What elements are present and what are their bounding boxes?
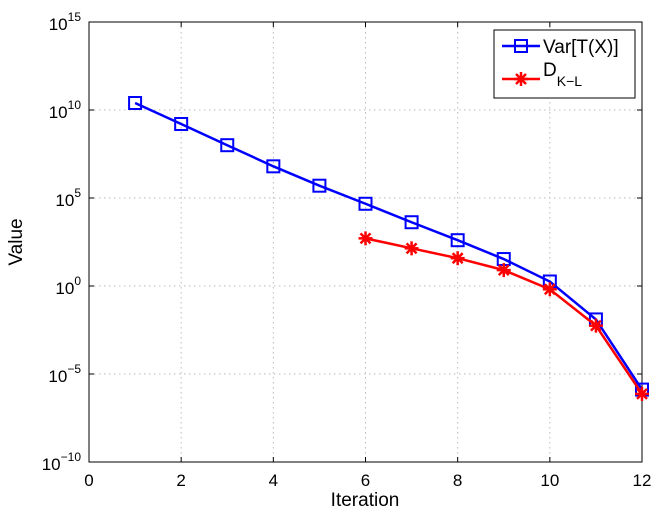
legend-marker-asterisk xyxy=(514,72,528,86)
series xyxy=(128,95,649,401)
data-point-square xyxy=(450,233,465,248)
asterisk-stroke xyxy=(497,264,510,276)
legend-label-dkl: DK−L xyxy=(543,60,582,89)
data-point-asterisk xyxy=(496,263,511,278)
data-point-square xyxy=(266,159,281,174)
x-axis-label: Iteration xyxy=(331,490,400,511)
data-point-square xyxy=(358,196,373,211)
asterisk-stroke xyxy=(543,283,556,296)
asterisk-stroke xyxy=(515,73,527,85)
x-tick-label: 4 xyxy=(269,471,278,490)
asterisk-stroke xyxy=(451,252,464,265)
data-point-square xyxy=(174,117,189,132)
data-point-asterisk xyxy=(588,318,603,333)
asterisk-stroke xyxy=(636,388,648,400)
x-tick-label: 10 xyxy=(540,471,559,490)
ticks: 0 2 4 6 8 10 12 1015 1010 105 100 10−5 10−10 xyxy=(42,10,652,490)
legend-marker-square xyxy=(514,39,528,53)
data-point-square xyxy=(312,178,327,193)
legend-box xyxy=(493,29,636,99)
x-tick-label: 12 xyxy=(633,471,652,490)
series-line-1 xyxy=(365,237,644,395)
data-point-asterisk xyxy=(358,231,373,246)
legend: Var[T(X)] DK−L xyxy=(493,29,636,99)
legend-asterisk xyxy=(514,72,528,86)
data-point-square xyxy=(404,215,419,230)
data-point-asterisk xyxy=(450,251,465,266)
data-point-asterisk xyxy=(635,386,649,401)
data-point-square xyxy=(220,138,235,153)
series-line-0 xyxy=(134,101,644,391)
x-tick-label: 8 xyxy=(453,471,462,490)
data-point-asterisk xyxy=(404,241,419,256)
asterisk-stroke xyxy=(359,232,372,245)
x-tick-label: 0 xyxy=(84,471,93,490)
y-tick-label: 10−5 xyxy=(48,362,81,386)
y-tick-label: 10−10 xyxy=(42,450,82,474)
legend-label-var: Var[T(X)] xyxy=(543,37,619,58)
data-point-asterisk xyxy=(542,282,557,297)
data-point-square xyxy=(128,95,143,110)
asterisk-stroke xyxy=(590,319,602,332)
legend-label-dkl-subscript: K−L xyxy=(557,73,583,89)
y-tick-label: 1010 xyxy=(49,98,82,122)
x-tick-label: 2 xyxy=(176,471,185,490)
y-axis-label: Value xyxy=(6,218,27,265)
asterisk-stroke xyxy=(405,242,418,255)
y-tick-label: 1015 xyxy=(49,10,82,34)
y-tick-label: 100 xyxy=(55,274,81,298)
y-tick-label: 105 xyxy=(55,186,81,210)
x-tick-label: 6 xyxy=(361,471,370,490)
